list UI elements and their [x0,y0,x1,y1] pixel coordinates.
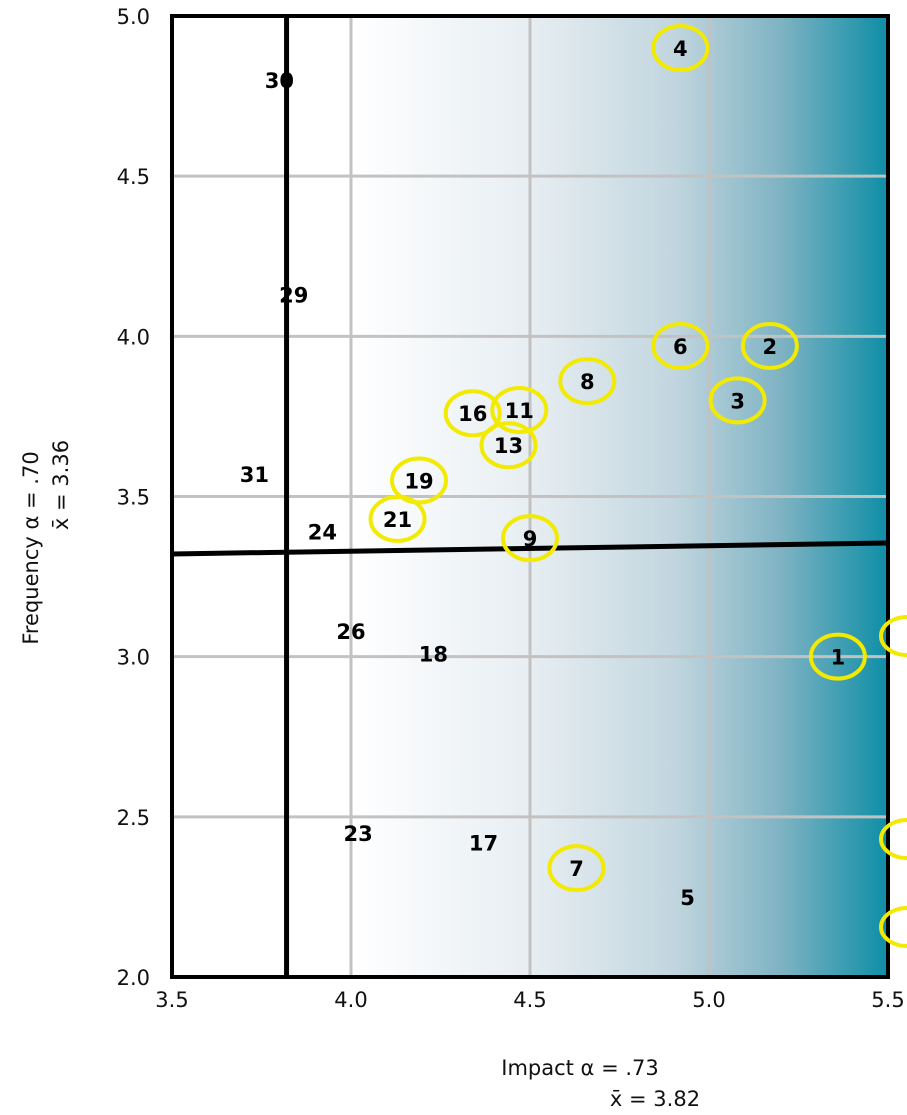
point-29: 29 [279,284,308,308]
highlight-ring [390,456,449,505]
point-label: 11 [505,399,534,423]
x-tick-label: 5.0 [692,988,725,1012]
y-tick-label: 4.0 [117,325,150,349]
x-tick-label: 5.5 [871,988,904,1012]
x-axis-sublabel: x̄ = 3.82 [610,1087,700,1111]
point-1: 1 [808,632,867,681]
x-tick-label: 4.0 [334,988,367,1012]
point-label: 26 [336,620,365,644]
point-label: 8 [580,370,595,394]
plot-frame [170,14,890,979]
y-tick-label: 5.0 [117,5,150,29]
point-label: 30 [265,69,294,93]
point-17: 17 [469,831,498,855]
y-tick-label: 3.5 [117,486,150,510]
point-label: 31 [240,463,269,487]
point-8: 8 [558,357,617,406]
highlight-ring [808,632,867,681]
point-30: 30 [265,69,294,93]
y-mean-line [171,540,889,557]
point-label: 13 [494,434,523,458]
y-tick-label: 4.5 [117,165,150,189]
point-label: 18 [419,642,448,666]
point-label: 21 [383,508,412,532]
point-6: 6 [651,321,710,370]
point-3: 3 [708,376,767,425]
point-9: 9 [501,514,559,563]
point-label: 23 [344,822,373,846]
point-label: 17 [469,831,498,855]
point-16: 16 [443,389,502,438]
point-7: 7 [547,844,606,893]
mean-reference-lines [171,16,889,977]
x-tick-labels: 3.5 4.0 4.5 5.0 5.5 [155,988,904,1012]
highlight-ring [368,494,427,543]
x-tick-label: 4.5 [513,988,546,1012]
point-label: 16 [458,402,487,426]
point-label: 2 [763,335,778,359]
y-axis-label: Frequency α = .70 [19,451,43,644]
point-2: 2 [740,321,799,370]
point-4: 4 [651,24,710,73]
highlight-ring [479,421,538,470]
point-11: 11 [490,386,549,435]
highlight-ring [651,321,710,370]
point-label: 29 [279,284,308,308]
x-tick-label: 3.5 [155,988,188,1012]
point-21: 21 [368,494,427,543]
y-tick-label: 2.0 [117,966,150,990]
point-label: 5 [680,886,695,910]
point-label: 6 [673,335,688,359]
point-label: 19 [404,469,433,493]
point-23: 23 [344,822,373,846]
point-label: 1 [831,646,846,670]
highlight-ring [443,389,502,438]
point-26: 26 [336,620,365,644]
point-31: 31 [240,463,269,487]
y-tick-label: 2.5 [117,806,150,830]
x-axis-label: Impact α = .73 [501,1056,659,1080]
highlight-ring [651,24,710,73]
highlight-ring [547,844,606,893]
point-5: 5 [680,886,695,910]
highlight-ring [490,386,549,435]
highlight-ring [740,321,799,370]
point-19: 19 [390,456,449,505]
point-label: 24 [308,521,337,545]
y-axis-sublabel: x̄ = 3.36 [49,440,73,530]
point-13: 13 [479,421,538,470]
point-24: 24 [308,521,337,545]
highlight-ring [708,376,767,425]
y-tick-labels: 2.0 2.5 3.0 3.5 4.0 4.5 5.0 [117,5,150,990]
y-tick-label: 3.0 [117,646,150,670]
off-chart-partial-markers [879,615,907,948]
highlight-ring [501,514,559,563]
point-label: 4 [673,37,688,61]
point-label: 7 [569,857,584,881]
point-label: 9 [523,527,538,551]
point-18: 18 [419,642,448,666]
highlight-ring [558,357,617,406]
point-label: 3 [730,389,745,413]
gridlines [170,14,890,979]
